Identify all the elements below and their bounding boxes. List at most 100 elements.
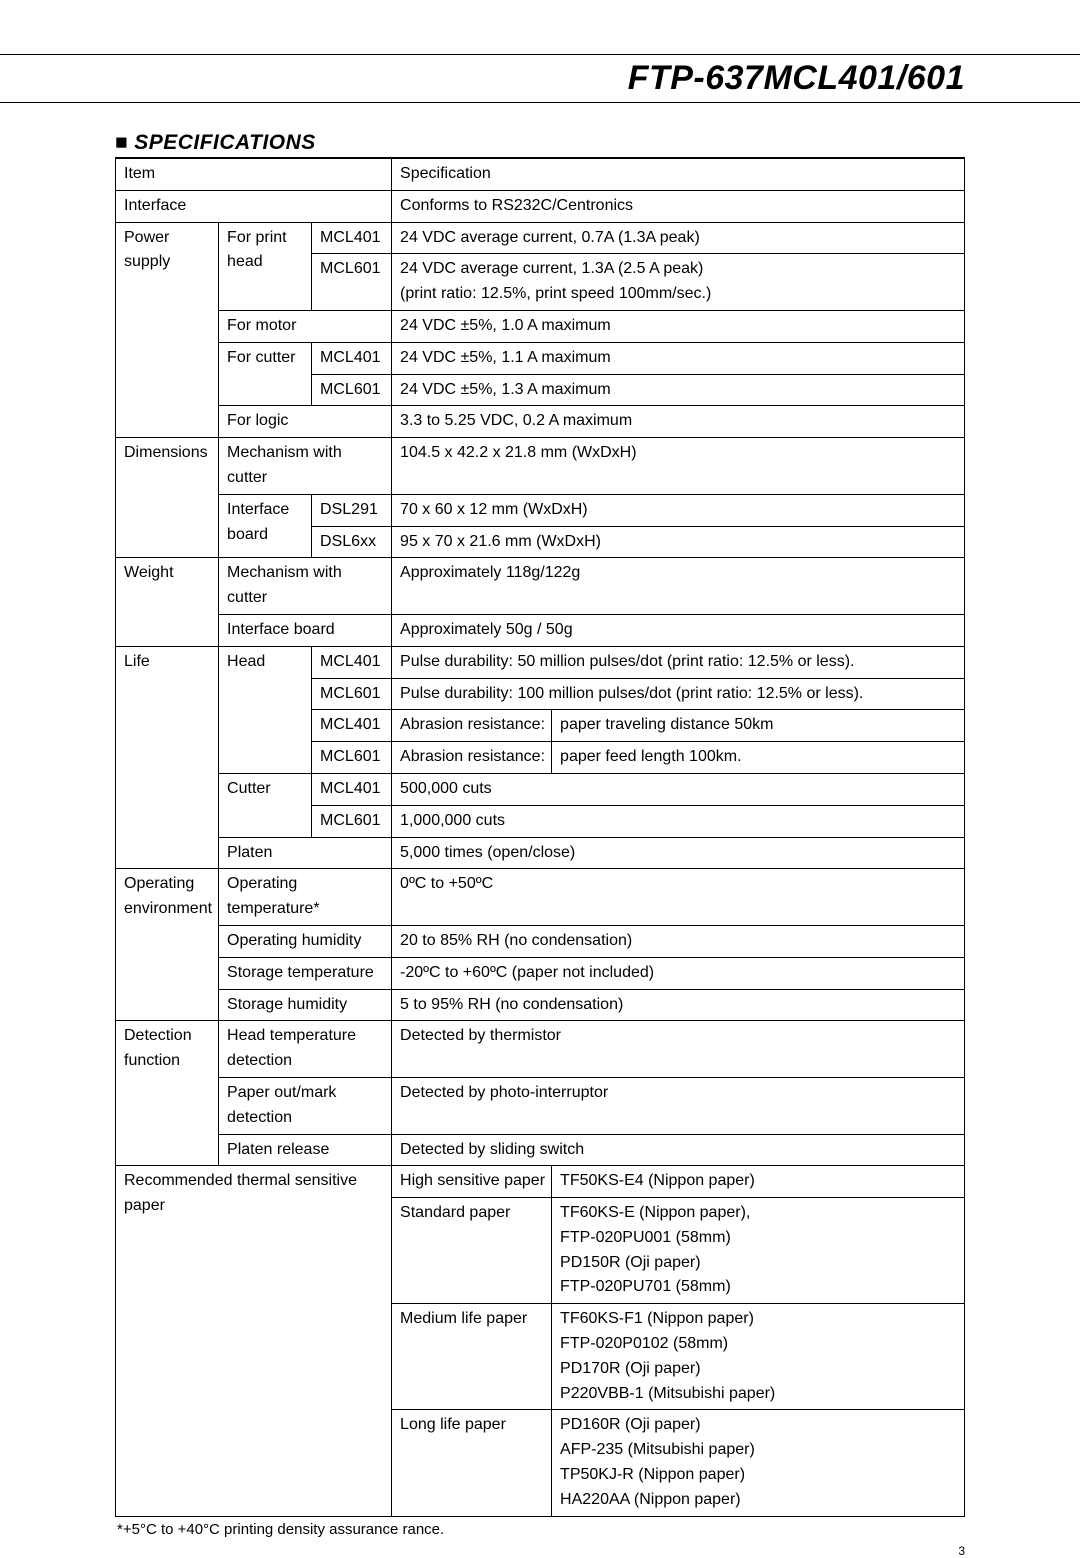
spec-table: Item Specification Interface Conforms to…: [115, 159, 965, 1517]
t: detection: [227, 1109, 292, 1126]
cell: MCL401: [312, 710, 392, 742]
cell: Head temperature detection: [219, 1021, 392, 1078]
square-bullet-icon: ■: [115, 131, 128, 154]
cell: MCL601: [312, 374, 392, 406]
table-row: For logic 3.3 to 5.25 VDC, 0.2 A maximum: [116, 406, 965, 438]
table-row: Cutter MCL401 500,000 cuts: [116, 773, 965, 805]
t: Interface: [227, 501, 289, 518]
cell: 95 x 70 x 21.6 mm (WxDxH): [392, 526, 965, 558]
cell: Detected by thermistor: [392, 1021, 965, 1078]
t: environment: [124, 900, 212, 917]
cell: TF50KS-E4 (Nippon paper): [552, 1166, 965, 1198]
cell: Approximately 118g/122g: [392, 558, 965, 615]
cell: MCL601: [312, 805, 392, 837]
doc-title: FTP-637MCL401/601: [628, 59, 965, 98]
cell: MCL401: [312, 646, 392, 678]
title-bar: FTP-637MCL401/601: [0, 55, 1080, 102]
cell: Mechanism with cutter: [219, 438, 392, 495]
cell: 24 VDC average current, 1.3A (2.5 A peak…: [392, 254, 965, 311]
cell: Life: [116, 646, 219, 869]
cell: Pulse durability: 100 million pulses/dot…: [392, 678, 965, 710]
section-heading: ■SPECIFICATIONS: [115, 131, 965, 159]
t: board: [227, 526, 268, 543]
cell: 1,000,000 cuts: [392, 805, 965, 837]
cell: Power supply: [116, 222, 219, 438]
cell: For print head: [219, 222, 312, 310]
cell: MCL401: [312, 773, 392, 805]
cell: Dimensions: [116, 438, 219, 558]
cell: MCL401: [312, 342, 392, 374]
table-row: Dimensions Mechanism with cutter 104.5 x…: [116, 438, 965, 495]
cell: Interface board: [219, 614, 392, 646]
table-row: Paper out/mark detection Detected by pho…: [116, 1077, 965, 1134]
t: function: [124, 1052, 180, 1069]
cell: Storage temperature: [219, 957, 392, 989]
cell: Platen release: [219, 1134, 392, 1166]
cell: Standard paper: [392, 1198, 552, 1304]
cell: Weight: [116, 558, 219, 646]
table-row: Platen 5,000 times (open/close): [116, 837, 965, 869]
cell: MCL401: [312, 222, 392, 254]
table-row: Weight Mechanism with cutter Approximate…: [116, 558, 965, 615]
cell: 70 x 60 x 12 mm (WxDxH): [392, 494, 965, 526]
table-row: Recommended thermal sensitive paper High…: [116, 1166, 965, 1198]
table-row: For cutter MCL401 24 VDC ±5%, 1.1 A maxi…: [116, 342, 965, 374]
cell: Operating temperature*: [219, 869, 392, 926]
cell: Long life paper: [392, 1410, 552, 1516]
cell: DSL6xx: [312, 526, 392, 558]
cell: MCL601: [312, 678, 392, 710]
cell: 500,000 cuts: [392, 773, 965, 805]
t: Head temperature: [227, 1027, 356, 1044]
cell: Mechanism with cutter: [219, 558, 392, 615]
cell: Approximately 50g / 50g: [392, 614, 965, 646]
cell: 0ºC to +50ºC: [392, 869, 965, 926]
cell: Operating environment: [116, 869, 219, 1021]
cell: Abrasion resistance:: [392, 710, 552, 742]
cell: Paper out/mark detection: [219, 1077, 392, 1134]
cell: Detected by sliding switch: [392, 1134, 965, 1166]
cell: DSL291: [312, 494, 392, 526]
cell: For cutter: [219, 342, 312, 406]
t: For print: [227, 229, 287, 246]
cell: Pulse durability: 50 million pulses/dot …: [392, 646, 965, 678]
table-row: Item Specification: [116, 159, 965, 190]
cell: For logic: [219, 406, 392, 438]
cell: Operating humidity: [219, 925, 392, 957]
cell: Abrasion resistance:: [392, 742, 552, 774]
cell: 5 to 95% RH (no condensation): [392, 989, 965, 1021]
table-row: Life Head MCL401 Pulse durability: 50 mi…: [116, 646, 965, 678]
cell: Interface board: [219, 494, 312, 558]
cell: Platen: [219, 837, 392, 869]
table-row: Platen release Detected by sliding switc…: [116, 1134, 965, 1166]
cell: 5,000 times (open/close): [392, 837, 965, 869]
table-row: Storage humidity 5 to 95% RH (no condens…: [116, 989, 965, 1021]
hdr-item: Item: [116, 159, 392, 190]
table-row: Interface Conforms to RS232C/Centronics: [116, 190, 965, 222]
table-row: Storage temperature -20ºC to +60ºC (pape…: [116, 957, 965, 989]
cell: 104.5 x 42.2 x 21.8 mm (WxDxH): [392, 438, 965, 495]
cell: Interface: [116, 190, 392, 222]
content: ■SPECIFICATIONS Item Specification Inter…: [0, 103, 1080, 1538]
cell: 20 to 85% RH (no condensation): [392, 925, 965, 957]
table-row: For motor 24 VDC ±5%, 1.0 A maximum: [116, 310, 965, 342]
table-row: Power supply For print head MCL401 24 VD…: [116, 222, 965, 254]
cell: paper traveling distance 50km: [552, 710, 965, 742]
cell: 24 VDC average current, 0.7A (1.3A peak): [392, 222, 965, 254]
table-row: Interface board Approximately 50g / 50g: [116, 614, 965, 646]
t: Power: [124, 229, 169, 246]
cell: Head: [219, 646, 312, 773]
cell: MCL601: [312, 742, 392, 774]
cell: 24 VDC ±5%, 1.3 A maximum: [392, 374, 965, 406]
cell: High sensitive paper: [392, 1166, 552, 1198]
t: head: [227, 253, 263, 270]
footnote: *+5°C to +40°C printing density assuranc…: [115, 1517, 965, 1538]
cell: Storage humidity: [219, 989, 392, 1021]
cell: Conforms to RS232C/Centronics: [392, 190, 965, 222]
cell: Recommended thermal sensitive paper: [116, 1166, 392, 1516]
table-row: Detection function Head temperature dete…: [116, 1021, 965, 1078]
t: Paper out/mark: [227, 1084, 336, 1101]
cell: -20ºC to +60ºC (paper not included): [392, 957, 965, 989]
cell: Medium life paper: [392, 1304, 552, 1410]
cell: Detection function: [116, 1021, 219, 1166]
cell: MCL601: [312, 254, 392, 311]
